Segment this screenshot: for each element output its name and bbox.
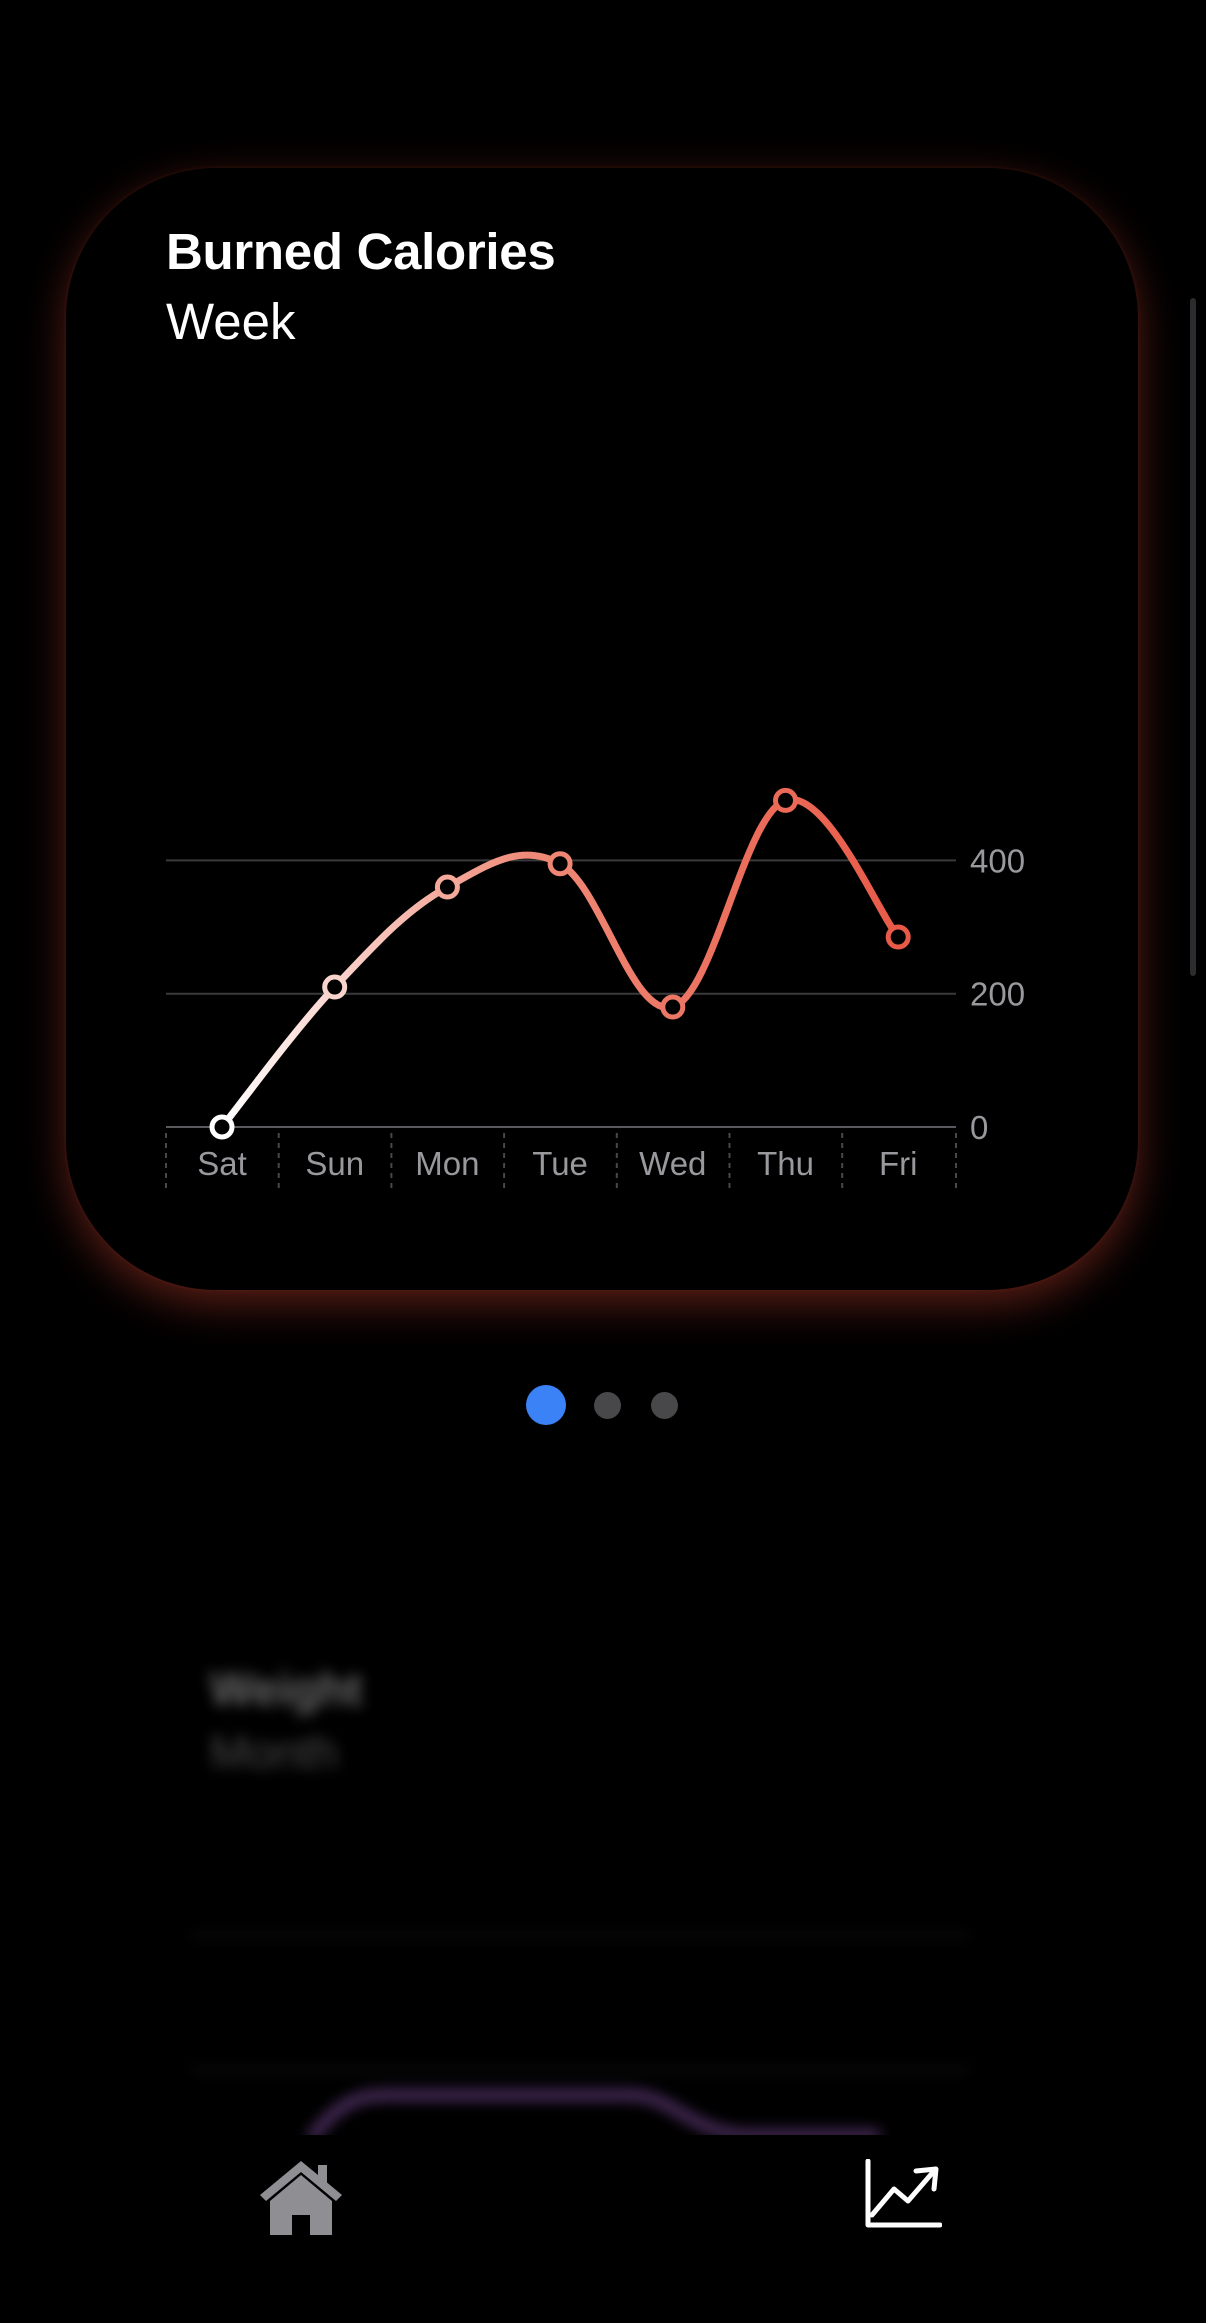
- data-point-tue: [547, 851, 573, 877]
- data-point-mon: [434, 874, 460, 900]
- page-dot-1[interactable]: [526, 1385, 566, 1425]
- page-dot-2[interactable]: [593, 1391, 621, 1419]
- tab-home[interactable]: [256, 2155, 346, 2240]
- card-subtitle: Week: [166, 293, 296, 350]
- x-tick-label-sun: Sun: [305, 1145, 364, 1182]
- weight-card-title: Weight: [210, 1663, 363, 1715]
- y-tick-label: 400: [970, 842, 1025, 879]
- y-tick-label: 200: [970, 976, 1025, 1013]
- card-title: Burned Calories: [166, 223, 556, 280]
- house-icon: [260, 2161, 342, 2235]
- chart-line-uptrend-icon: [865, 2158, 943, 2228]
- data-point-sun: [322, 974, 348, 1000]
- page-dot-3[interactable]: [650, 1391, 678, 1419]
- page-indicator[interactable]: [0, 1385, 1206, 1425]
- weight-card-subtitle: Month: [210, 1726, 338, 1778]
- x-tick-label-sat: Sat: [197, 1145, 247, 1182]
- tab-summary-chart[interactable]: [864, 2158, 943, 2229]
- x-tick-label-fri: Fri: [879, 1145, 917, 1182]
- x-tick-label-thu: Thu: [757, 1145, 814, 1182]
- data-point-sat: [209, 1114, 235, 1140]
- tab-bar: [0, 2135, 1206, 2323]
- weight-card[interactable]: Weight Month: [130, 1600, 1090, 2160]
- weight-chart-preview: [190, 1934, 970, 2144]
- y-tick-label: 0: [970, 1109, 988, 1146]
- x-tick-label-mon: Mon: [415, 1145, 479, 1182]
- data-point-wed: [660, 994, 686, 1020]
- burned-calories-chart: 0 200 400 Sat Sun Mon Tue Wed Thu Fri: [165, 787, 1025, 1189]
- data-point-thu: [773, 787, 798, 813]
- x-tick-label-wed: Wed: [639, 1145, 706, 1182]
- calories-series-line: [218, 796, 902, 1131]
- data-point-fri: [885, 924, 911, 950]
- x-tick-label-tue: Tue: [532, 1145, 588, 1182]
- scrollbar[interactable]: [1190, 298, 1196, 976]
